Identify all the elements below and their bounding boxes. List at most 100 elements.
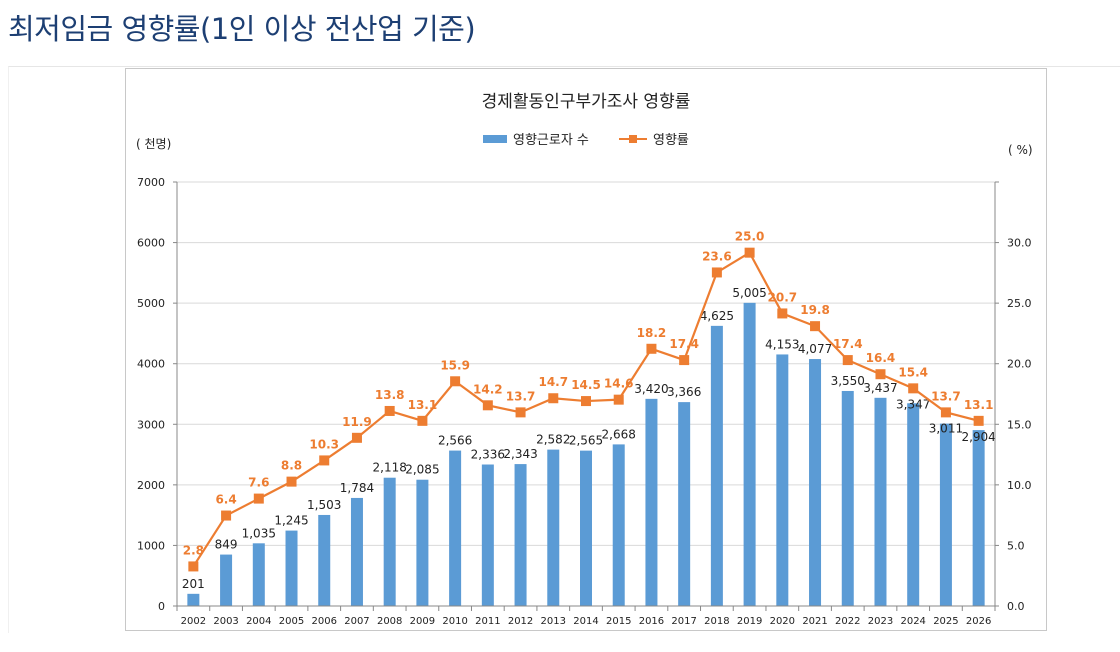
legend-line-marker: [629, 135, 637, 143]
rate-marker: [646, 343, 657, 354]
bar: [678, 402, 691, 606]
bar-value-label: 1,503: [307, 498, 341, 512]
left-tick-label: 0: [158, 600, 165, 613]
x-tick-label: 2012: [508, 616, 533, 627]
right-tick-label: 15.0: [1007, 418, 1032, 431]
rate-marker: [286, 476, 297, 487]
x-tick-label: 2002: [181, 616, 206, 627]
left-tick-label: 6000: [137, 237, 165, 250]
rate-value-label: 13.7: [931, 389, 961, 403]
rate-value-label: 8.8: [281, 459, 302, 473]
bar-value-label: 201: [182, 577, 205, 591]
x-tick-label: 2019: [737, 616, 762, 627]
rate-marker: [253, 493, 264, 504]
rate-marker: [908, 383, 919, 394]
rate-marker: [744, 247, 755, 258]
bar-value-label: 1,245: [274, 514, 308, 528]
bar: [580, 450, 592, 606]
bar: [252, 543, 265, 606]
rate-marker: [351, 432, 362, 443]
rate-marker: [973, 415, 984, 426]
x-tick-label: 2025: [933, 616, 958, 627]
x-tick-label: 2020: [770, 616, 795, 627]
bar: [481, 464, 494, 606]
x-tick-label: 2004: [246, 616, 271, 627]
x-tick-label: 2009: [410, 616, 435, 627]
bar-value-label: 2,668: [602, 427, 636, 441]
rate-value-label: 13.1: [408, 398, 438, 412]
rate-value-label: 14.2: [473, 382, 503, 396]
bar: [841, 390, 854, 606]
rate-marker: [711, 267, 722, 278]
rate-value-label: 13.8: [375, 388, 405, 402]
rate-value-label: 13.7: [506, 389, 536, 403]
rate-marker: [875, 369, 886, 380]
rate-marker: [810, 321, 821, 332]
bar-value-label: 849: [215, 538, 238, 552]
bar: [383, 477, 396, 606]
rate-value-label: 10.3: [309, 437, 339, 451]
right-tick-label: 10.0: [1007, 479, 1032, 492]
rate-marker: [613, 394, 624, 405]
bar: [645, 398, 658, 606]
bar: [285, 530, 298, 606]
rate-value-label: 6.4: [215, 493, 236, 507]
x-tick-label: 2018: [704, 616, 729, 627]
rate-marker: [188, 561, 199, 572]
bar-value-label: 1,784: [340, 481, 374, 495]
rate-marker: [450, 376, 461, 387]
x-tick-label: 2010: [442, 616, 467, 627]
bar-value-label: 3,347: [896, 397, 930, 411]
rate-marker: [548, 393, 559, 404]
right-tick-label: 30.0: [1007, 237, 1032, 250]
rate-marker: [482, 400, 493, 411]
right-tick-label: 25.0: [1007, 297, 1032, 310]
rate-value-label: 14.7: [538, 375, 568, 389]
rate-value-label: 14.6: [604, 377, 634, 391]
x-tick-label: 2015: [606, 616, 631, 627]
left-axis-unit: ( 천명): [136, 136, 171, 151]
bar-value-label: 5,005: [732, 286, 766, 300]
bar-value-label: 3,550: [831, 374, 865, 388]
bar: [547, 449, 560, 606]
right-tick-label: 5.0: [1007, 539, 1025, 552]
rate-value-label: 15.4: [898, 365, 928, 379]
rate-marker: [221, 510, 232, 521]
right-axis-unit: ( %): [1008, 143, 1033, 157]
rate-value-label: 20.7: [768, 290, 798, 304]
rate-marker: [777, 308, 788, 319]
left-tick-label: 3000: [137, 418, 165, 431]
rate-marker: [319, 455, 330, 466]
x-tick-label: 2023: [868, 616, 893, 627]
bar: [416, 479, 429, 606]
x-tick-label: 2016: [639, 616, 664, 627]
rate-marker: [581, 396, 591, 407]
bar-value-label: 2,904: [961, 430, 995, 444]
rate-value-label: 19.8: [800, 303, 830, 317]
right-tick-label: 0.0: [1007, 600, 1025, 613]
bar: [710, 325, 723, 606]
x-tick-label: 2022: [835, 616, 860, 627]
bar: [939, 423, 952, 606]
right-tick-label: 20.0: [1007, 358, 1032, 371]
bar: [743, 302, 756, 606]
x-tick-label: 2003: [213, 616, 238, 627]
bar-value-label: 3,437: [863, 381, 897, 395]
bar: [809, 359, 822, 606]
rate-value-label: 23.6: [702, 249, 732, 263]
bar: [350, 497, 363, 606]
bar-value-label: 2,582: [536, 433, 570, 447]
rate-value-label: 18.2: [637, 326, 667, 340]
rate-value-label: 15.9: [440, 358, 470, 372]
legend-bar-label: 영향근로자 수: [513, 133, 589, 148]
combo-chart: 경제활동인구부가조사 영향률 영향근로자 수 영향률 ( 천명) ( %) 20…: [136, 92, 1033, 627]
bar-value-label: 4,077: [798, 342, 832, 356]
left-tick-label: 1000: [137, 539, 165, 552]
x-tick-label: 2017: [671, 616, 696, 627]
bar: [612, 444, 625, 606]
bar: [220, 554, 233, 606]
bar-value-label: 2,118: [373, 461, 407, 475]
bar-value-label: 2,343: [503, 447, 537, 461]
left-tick-label: 5000: [137, 297, 165, 310]
rate-value-label: 7.6: [248, 476, 269, 490]
